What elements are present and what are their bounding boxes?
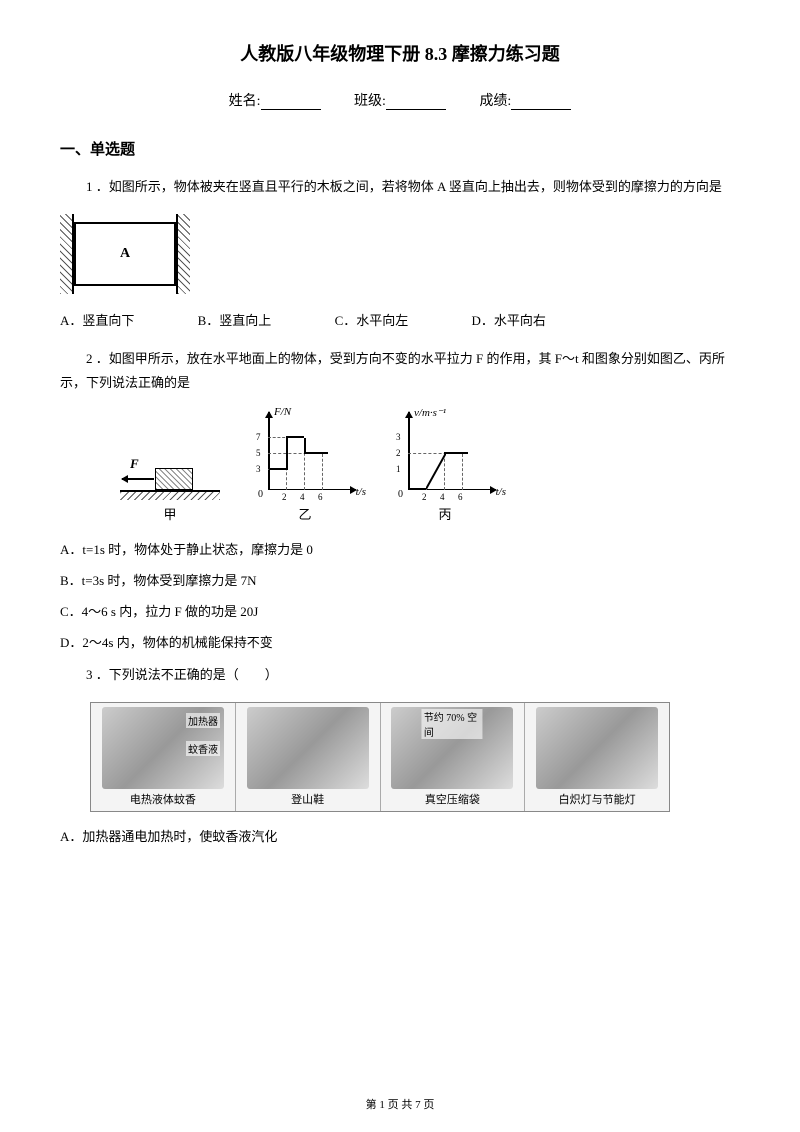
wall-left-hatch [60,214,72,294]
q2-text: 如图甲所示，放在水平地面上的物体，受到方向不变的水平拉力 F 的作用，其 F～t… [60,351,725,391]
label-bing: 丙 [390,504,500,523]
anno-space: 节约 70% 空间 [422,709,483,739]
page-footer: 第 1 页 共 7 页 [0,1096,800,1112]
yi-ytick-5: 5 [256,448,261,458]
subfig-jia: F 甲 [120,440,220,523]
bing-ytick-1: 1 [396,464,401,474]
cap-mosquito: 电热液体蚊香 [130,791,196,807]
q3-opt-a: A．加热器通电加热时，使蚊香液汽化 [60,826,740,845]
score-label: 成绩: [479,90,511,110]
label-yi: 乙 [250,504,360,523]
name-blank [261,96,321,110]
panel-bag: 节约 70% 空间 真空压缩袋 [381,703,526,811]
bing-origin: 0 [398,489,403,500]
question-2: 2 ．如图甲所示，放在水平地面上的物体，受到方向不变的水平拉力 F 的作用，其 … [60,347,740,396]
q3-figure: 加热器 蚊香液 电热液体蚊香 登山鞋 节约 70% 空间 真空压缩袋 白炽灯与节… [90,702,670,812]
ground-hatch [120,492,220,500]
question-1: 1 ．如图所示，物体被夹在竖直且平行的木板之间，若将物体 A 竖直向上抽出去，则… [60,175,740,200]
q1-text: 如图所示，物体被夹在竖直且平行的木板之间，若将物体 A 竖直向上抽出去，则物体受… [109,179,722,194]
graph-yi: F/N t/s 0 3 5 7 2 4 6 [250,410,360,500]
class-label: 班级: [354,90,386,110]
q2-opt-c: C．4～6 s 内，拉力 F 做的功是 20J [60,601,740,620]
section-header: 一、单选题 [60,138,740,159]
panel-lamp: 白炽灯与节能灯 [525,703,669,811]
cap-bag: 真空压缩袋 [425,791,480,807]
cap-shoe: 登山鞋 [291,791,324,807]
bing-xtick-6: 6 [458,492,463,502]
class-blank [386,96,446,110]
q1-opt-c: C．水平向左 [335,310,409,329]
panel-shoe: 登山鞋 [236,703,381,811]
q1-opt-d: D．水平向右 [471,310,545,329]
yi-ytick-7: 7 [256,432,261,442]
q1-opt-a: A．竖直向下 [60,310,134,329]
block-a: A [74,222,176,286]
q2-opt-a: A．t=1s 时，物体处于静止状态，摩擦力是 0 [60,539,740,558]
bing-xtick-2: 2 [422,492,427,502]
score-blank [511,96,571,110]
bing-xtick-4: 4 [440,492,445,502]
yi-xtick-4: 4 [300,492,305,502]
panel-mosquito: 加热器 蚊香液 电热液体蚊香 [91,703,236,811]
anno-heater: 加热器 [186,713,220,728]
wall-right-hatch [178,214,190,294]
label-jia: 甲 [120,504,220,523]
yi-xlabel: t/s [356,486,366,498]
page-title: 人教版八年级物理下册 8.3 摩擦力练习题 [60,40,740,66]
bing-ytick-2: 2 [396,448,401,458]
anno-liquid: 蚊香液 [186,741,220,756]
q2-opt-d: D．2～4s 内，物体的机械能保持不变 [60,632,740,651]
q3-num: 3 ． [86,667,109,682]
q1-num: 1 ． [86,179,109,194]
q3-text: 下列说法不正确的是（ ） [109,667,278,682]
question-3: 3 ．下列说法不正确的是（ ） [60,663,740,688]
force-arrow [122,478,154,480]
block-box [155,468,193,490]
bing-xlabel: t/s [496,486,506,498]
info-line: 姓名: 班级: 成绩: [60,90,740,110]
yi-origin: 0 [258,489,263,500]
q2-figure: F 甲 F/N t/s 0 3 5 7 2 4 6 [60,410,740,523]
yi-ylabel: F/N [274,406,291,418]
force-label: F [130,456,139,472]
q1-figure: A [60,214,740,294]
yi-ytick-3: 3 [256,464,261,474]
yi-xtick-6: 6 [318,492,323,502]
q2-num: 2 ． [86,351,109,366]
bing-ylabel: v/m·s⁻¹ [414,406,446,419]
bing-ytick-3: 3 [396,432,401,442]
cap-lamp: 白炽灯与节能灯 [559,791,636,807]
graph-bing: v/m·s⁻¹ t/s 0 1 2 3 2 4 6 [390,410,500,500]
q2-opt-b: B．t=3s 时，物体受到摩擦力是 7N [60,570,740,589]
yi-xtick-2: 2 [282,492,287,502]
name-label: 姓名: [229,90,261,110]
q1-opt-b: B．竖直向上 [198,310,272,329]
q1-options: A．竖直向下 B．竖直向上 C．水平向左 D．水平向右 [60,310,740,329]
subfig-bing: v/m·s⁻¹ t/s 0 1 2 3 2 4 6 丙 [390,410,500,523]
subfig-yi: F/N t/s 0 3 5 7 2 4 6 乙 [250,410,360,523]
